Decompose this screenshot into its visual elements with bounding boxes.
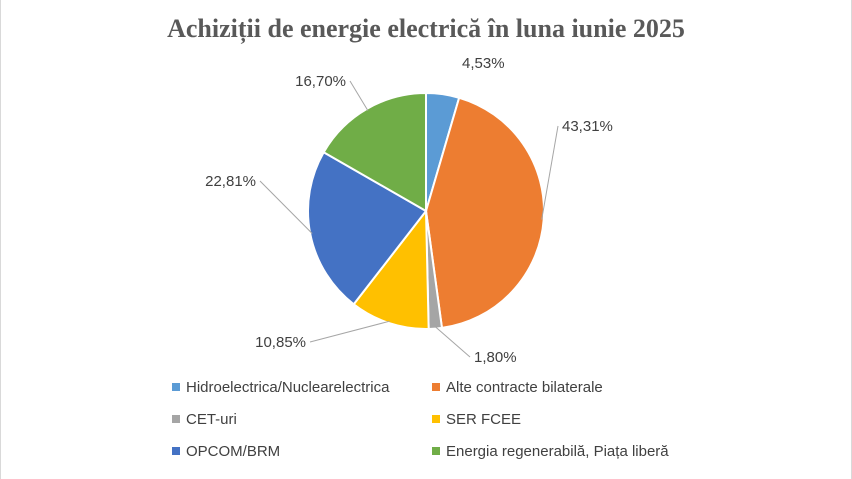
legend-item-2: Alte contracte bilaterale [432,376,732,398]
data-label-2: 43,31% [562,118,613,135]
leader-line-5 [259,180,313,234]
data-label-5: 22,81% [205,173,256,190]
data-label-3: 1,80% [474,349,517,366]
legend-item-1: Hidroelectrica/Nuclearelectrica [172,376,432,398]
legend-label: CET-uri [186,410,237,428]
legend-item-4: SER FCEE [432,408,732,430]
legend-item-5: OPCOM/BRM [172,440,432,462]
legend-swatch [432,383,440,391]
data-label-4: 10,85% [255,334,306,351]
legend-swatch [172,415,180,423]
legend-label: OPCOM/BRM [186,442,281,460]
leader-line-2 [541,125,559,220]
leader-line-3 [434,326,471,358]
leader-line-4 [309,320,390,343]
legend-item-3: CET-uri [172,408,432,430]
legend-label: Energia regenerabilă, Piața liberă [446,442,669,460]
legend-swatch [172,447,180,455]
chart-title: Achiziții de energie electrică în luna i… [167,14,685,43]
legend-label: Alte contracte bilaterale [446,378,603,396]
data-label-1: 4,53% [462,55,505,72]
legend-swatch [432,447,440,455]
pie-slice-4 [352,208,430,330]
legend-item-6: Energia regenerabilă, Piața liberă [432,440,732,462]
legend-label: Hidroelectrica/Nuclearelectrica [186,378,390,396]
leader-line-6 [349,80,369,111]
legend-swatch [172,383,180,391]
legend-swatch [432,415,440,423]
legend-label: SER FCEE [446,410,522,428]
pie-slice-5 [307,150,428,306]
chart-legend: Hidroelectrica/Nuclearelectrica Alte cont… [172,376,732,462]
pie-slice-2 [424,96,545,330]
data-label-6: 16,70% [295,73,346,90]
